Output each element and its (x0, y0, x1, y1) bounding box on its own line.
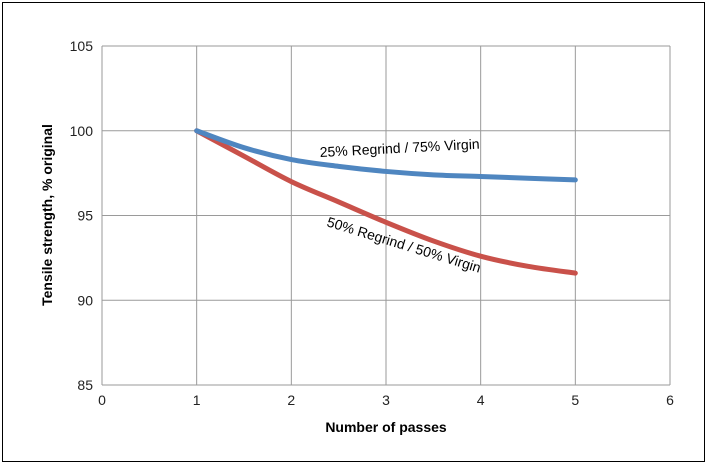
x-tick-label-1: 1 (193, 392, 201, 408)
x-tick-label-3: 3 (382, 392, 390, 408)
x-tick-label-4: 4 (477, 392, 485, 408)
x-tick-label-6: 6 (666, 392, 674, 408)
tick-labels: 0 1 2 3 4 5 6 85 90 95 100 105 (70, 38, 674, 408)
x-tick-label-0: 0 (98, 392, 106, 408)
x-tick-label-2: 2 (287, 392, 295, 408)
series-lines (194, 128, 578, 276)
chart-frame (2, 2, 705, 462)
y-tick-label-105: 105 (70, 38, 94, 54)
series-line-50-regrind (194, 128, 578, 276)
y-tick-label-85: 85 (77, 377, 93, 393)
y-tick-label-100: 100 (70, 123, 94, 139)
series-line-25-regrind (194, 128, 578, 183)
x-axis-title: Number of passes (325, 419, 447, 435)
grid-lines (101, 45, 671, 386)
series-label-50-regrind: 50% Regrind / 50% Virgin (325, 214, 483, 276)
y-tick-label-95: 95 (77, 208, 93, 224)
x-tick-label-5: 5 (571, 392, 579, 408)
series-label-25-regrind: 25% Regrind / 75% Virgin (319, 136, 480, 160)
y-tick-label-90: 90 (77, 292, 93, 308)
y-axis-title: Tensile strength, % original (39, 124, 55, 306)
